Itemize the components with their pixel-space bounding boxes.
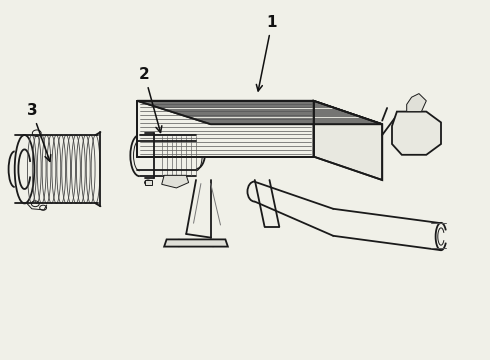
Text: 3: 3	[26, 103, 51, 161]
Polygon shape	[314, 101, 382, 180]
Polygon shape	[137, 101, 382, 124]
Polygon shape	[164, 239, 228, 247]
Circle shape	[413, 129, 422, 135]
Polygon shape	[162, 175, 189, 188]
Polygon shape	[392, 112, 441, 155]
Text: 2: 2	[139, 67, 162, 132]
Polygon shape	[137, 101, 314, 157]
Text: 1: 1	[256, 15, 277, 91]
Polygon shape	[407, 94, 426, 112]
Circle shape	[409, 126, 426, 139]
Polygon shape	[145, 180, 152, 185]
